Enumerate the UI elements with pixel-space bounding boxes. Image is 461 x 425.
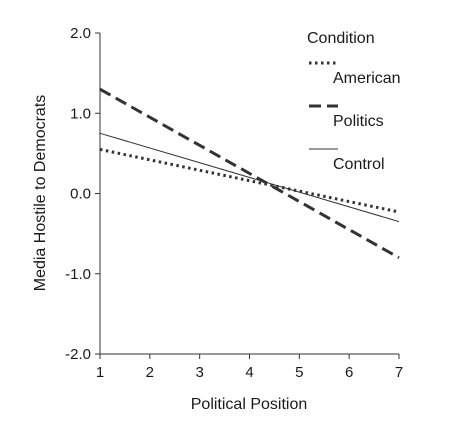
legend-label-american: American <box>333 70 401 87</box>
x-tick-label: 1 <box>96 364 104 381</box>
series-line-control <box>99 132 400 223</box>
x-tick-label: 5 <box>295 364 303 381</box>
y-axis-title: Media Hostile to Democrats <box>32 95 49 292</box>
x-tick-label: 3 <box>195 364 203 381</box>
legend: Condition American Politics Control <box>307 30 401 173</box>
x-tick-label: 4 <box>245 364 253 381</box>
y-tick-label: 1.0 <box>70 105 91 122</box>
tick-marks: -2.0 -1.0 0.0 1.0 2.0 1 2 3 4 5 6 7 <box>65 25 403 381</box>
x-tick-label: 2 <box>146 364 154 381</box>
x-tick-label: 7 <box>395 364 403 381</box>
legend-title: Condition <box>307 30 375 47</box>
legend-label-control: Control <box>333 156 385 173</box>
series-line-politics <box>99 87 400 260</box>
x-axis-title: Political Position <box>191 396 308 413</box>
y-tick-label: -1.0 <box>65 266 91 283</box>
y-tick-label: -2.0 <box>65 346 91 363</box>
y-tick-label: 0.0 <box>70 186 91 203</box>
data-series <box>99 87 400 260</box>
y-tick-label: 2.0 <box>70 25 91 42</box>
legend-label-politics: Politics <box>333 113 384 130</box>
x-tick-label: 6 <box>345 364 353 381</box>
